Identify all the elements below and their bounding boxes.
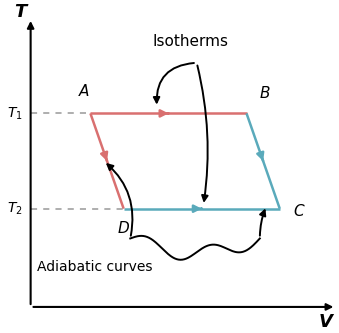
Text: $T_1$: $T_1$ (6, 105, 22, 122)
Text: D: D (118, 220, 129, 235)
Text: T: T (15, 3, 27, 21)
Text: Adiabatic curves: Adiabatic curves (37, 259, 153, 273)
Text: C: C (293, 204, 304, 219)
Text: Isotherms: Isotherms (152, 34, 228, 49)
Text: V: V (319, 313, 333, 331)
Text: B: B (260, 87, 270, 102)
Text: $T_2$: $T_2$ (7, 200, 22, 217)
Text: A: A (79, 84, 89, 99)
